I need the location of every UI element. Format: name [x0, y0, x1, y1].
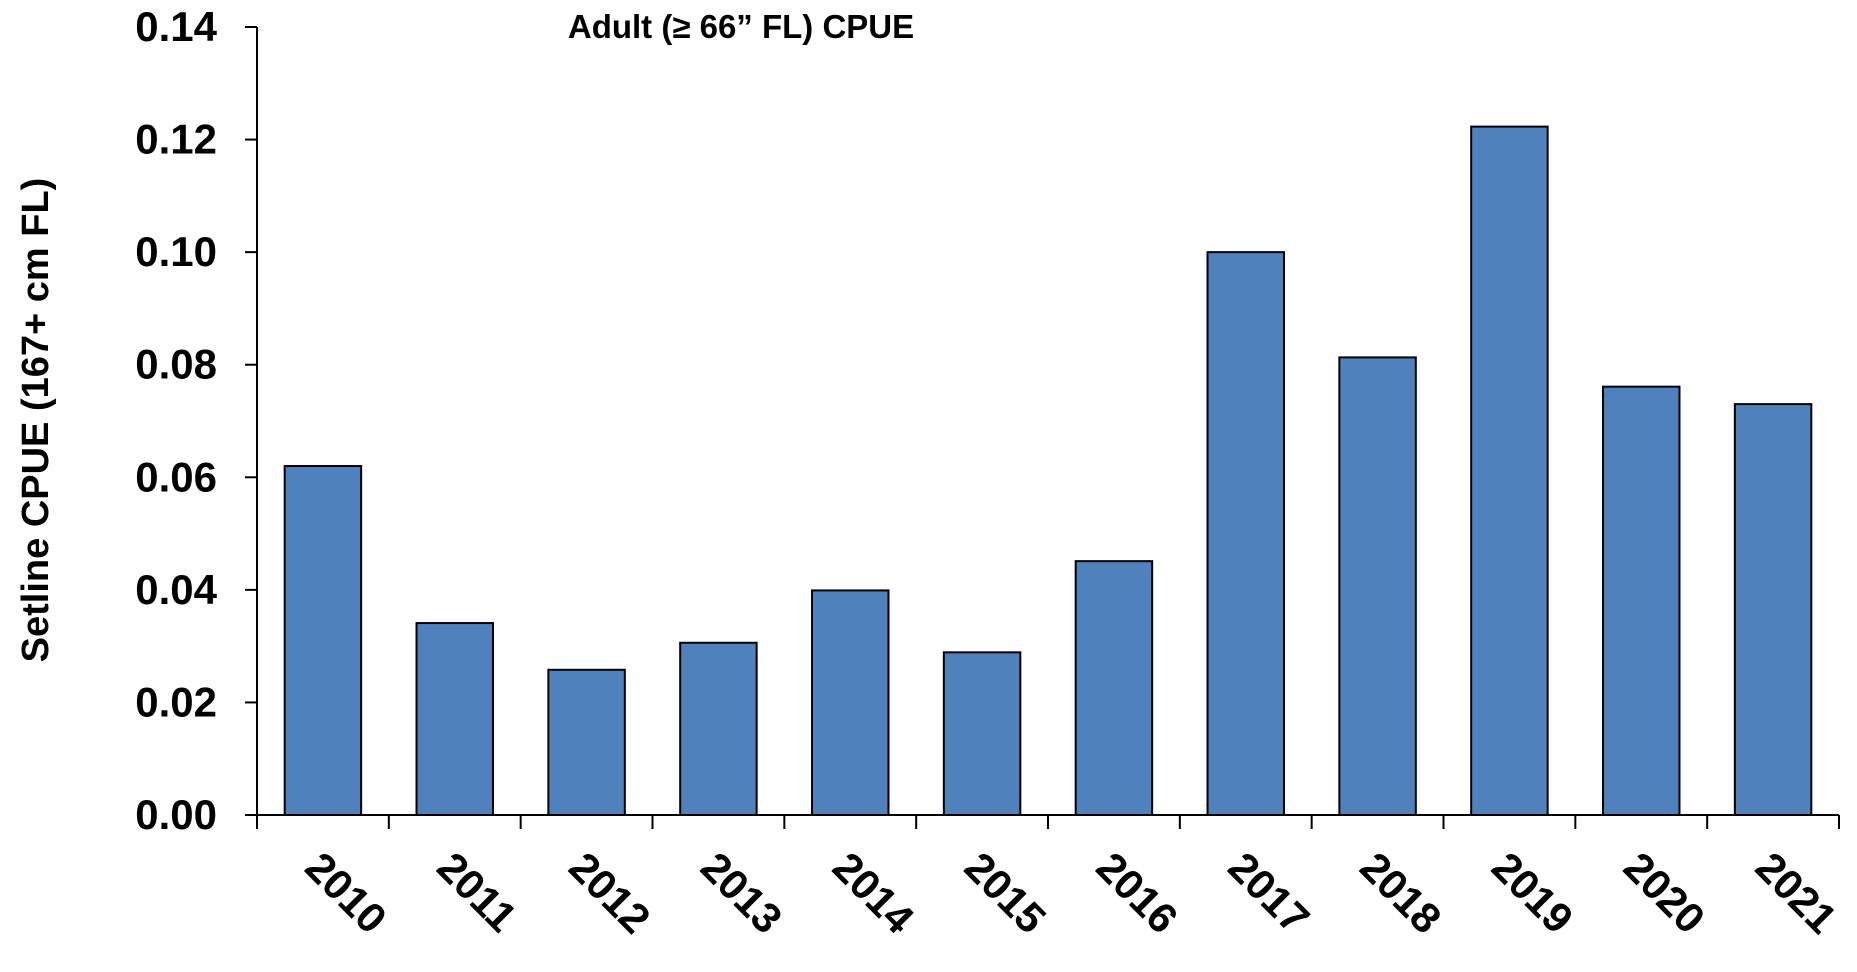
x-tick-label: 2021: [1747, 843, 1846, 942]
y-axis-label: Setline CPUE (167+ cm FL): [15, 178, 57, 663]
y-tick-label: 0.12: [135, 116, 217, 163]
x-tick-label: 2010: [297, 843, 396, 942]
y-tick-label: 0.14: [135, 3, 217, 50]
x-tick-label: 2012: [560, 843, 659, 942]
chart-title: Adult (≥ 66” FL) CPUE: [568, 8, 914, 45]
bar: [1206, 251, 1285, 816]
x-tick-label: 2020: [1615, 843, 1714, 942]
y-tick-label: 0.08: [135, 341, 217, 388]
y-tick-label: 0.06: [135, 453, 217, 500]
x-tick-label: 2017: [1219, 843, 1318, 942]
x-tick-label: 2019: [1483, 843, 1582, 942]
y-tick-label: 0.00: [135, 791, 217, 838]
bar: [1074, 560, 1154, 816]
bar: [1733, 403, 1813, 816]
y-tick-label: 0.10: [135, 228, 217, 275]
x-tick-label: 2013: [692, 843, 791, 942]
bar: [1602, 385, 1681, 816]
x-tick-label: 2018: [1351, 843, 1450, 942]
x-tick-label: 2014: [824, 843, 924, 943]
bar: [942, 651, 1022, 816]
bar: [283, 465, 363, 816]
x-tick-label: 2015: [956, 843, 1055, 942]
bar: [679, 641, 758, 816]
bar: [547, 668, 626, 816]
x-tick-label: 2011: [428, 843, 526, 941]
bar: [1338, 356, 1417, 816]
bar: [811, 589, 890, 816]
y-tick-label: 0.04: [135, 566, 217, 613]
bar: [1470, 125, 1549, 816]
y-tick-label: 0.02: [135, 678, 217, 725]
x-tick-label: 2016: [1088, 843, 1187, 942]
bar: [415, 622, 494, 817]
